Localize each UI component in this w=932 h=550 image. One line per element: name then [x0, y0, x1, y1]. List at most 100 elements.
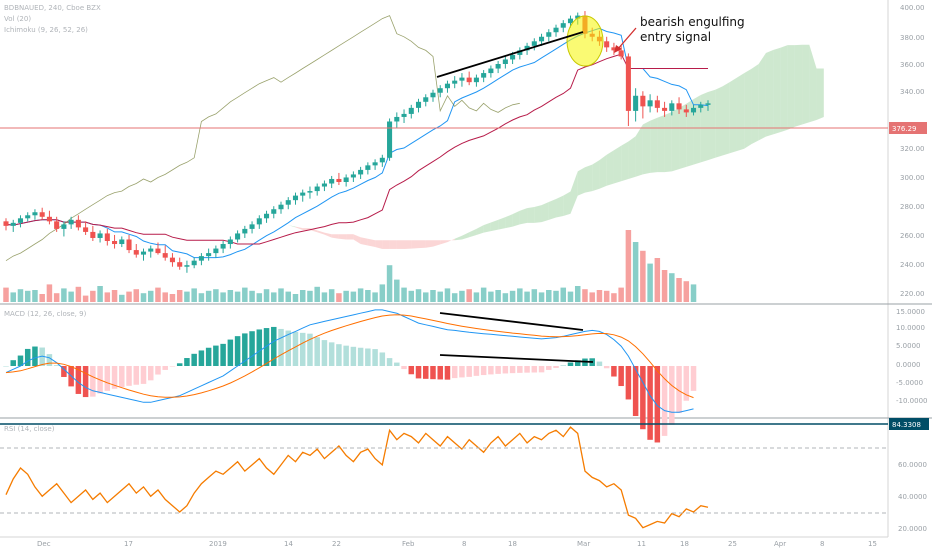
engulfing-arrow	[614, 27, 637, 53]
candle-body	[300, 192, 306, 196]
cloud-segment	[375, 240, 383, 249]
cloud-segment	[317, 230, 325, 235]
candle-body	[415, 101, 422, 108]
macd-tick: 10.0000	[896, 324, 925, 332]
candle-body	[54, 221, 60, 229]
candle-body	[350, 174, 356, 178]
time-tick: Feb	[402, 540, 415, 548]
cloud-segment	[454, 235, 462, 241]
candle-body	[46, 216, 52, 222]
candle-body	[17, 218, 24, 223]
volume-bar	[574, 286, 581, 302]
volume-bar	[480, 287, 487, 302]
volume-bar	[292, 294, 299, 302]
cloud-segment	[331, 234, 339, 239]
volume-bar	[104, 292, 111, 302]
time-tick: 14	[284, 540, 293, 548]
macd-histogram-bar	[632, 366, 639, 416]
volume-bar	[683, 281, 690, 302]
volume-bar	[603, 290, 610, 302]
candle-body	[329, 178, 335, 184]
macd-histogram-bar	[213, 345, 219, 366]
macd-histogram-bar	[401, 366, 407, 370]
volume-bar	[350, 291, 357, 302]
candle-body	[510, 54, 516, 60]
volume-bar	[408, 290, 415, 302]
macd-histogram-bar	[321, 340, 328, 366]
macd-tick: -5.0000	[896, 379, 923, 387]
cloud-segment	[592, 160, 600, 192]
candle-body	[531, 41, 537, 46]
rsi-axis[interactable]: 60.0000 40.0000 20.0000	[898, 461, 927, 533]
price-axis[interactable]: 400.00 380.00 360.00 340.00 320.00 300.0…	[900, 4, 925, 298]
volume-bar	[372, 292, 378, 302]
chikou-line	[5, 15, 520, 262]
candle-body	[206, 253, 212, 257]
cloud-segment	[476, 225, 484, 235]
rsi-line	[5, 426, 709, 529]
ichimoku-cloud	[194, 44, 824, 249]
cloud-segment	[440, 240, 448, 245]
rsi-tick: 40.0000	[898, 493, 927, 501]
volume-bar	[459, 290, 465, 302]
candle-body	[148, 248, 154, 252]
signal-line	[5, 314, 694, 399]
macd-histogram-bar	[640, 366, 646, 430]
candle-body	[314, 186, 320, 192]
volume-bar	[336, 293, 342, 302]
macd-histogram-bar	[596, 361, 603, 366]
macd-histogram-bar	[502, 366, 509, 374]
macd-histogram-bar	[46, 354, 53, 366]
volume-bar	[611, 293, 617, 302]
cloud-segment	[418, 240, 426, 249]
candle-body	[307, 191, 313, 193]
candle-body	[401, 113, 407, 117]
price-divergence-line[interactable]	[436, 31, 584, 78]
candle-body	[604, 41, 610, 48]
volume-bar	[589, 292, 595, 302]
macd-histogram-bar	[480, 366, 487, 376]
cloud-segment	[809, 44, 817, 123]
candle-body	[198, 256, 204, 261]
volume-bar	[625, 230, 632, 302]
macd-histogram-bar	[32, 346, 38, 366]
volume-bar	[119, 294, 125, 302]
volume-bar	[198, 293, 205, 302]
candle-body	[249, 224, 255, 229]
macd-histogram-bar	[10, 360, 16, 366]
macd-histogram-bar	[176, 363, 183, 366]
candle-body	[184, 265, 190, 267]
macd-histogram-bar	[517, 366, 523, 373]
candle-body	[90, 231, 96, 238]
macd-histogram-bar	[162, 366, 168, 370]
annotation-line1: bearish engulfing	[640, 15, 745, 29]
macd-axis[interactable]: 15.0000 10.0000 5.0000 0.0000 -5.0000 -1…	[896, 308, 927, 405]
macd-histogram-bar	[625, 366, 632, 400]
macd-divergence-line[interactable]	[439, 312, 584, 331]
cloud-segment	[324, 232, 332, 238]
cloud-segment	[700, 91, 708, 163]
cloud-segment	[483, 222, 491, 233]
volume-bar	[328, 289, 335, 302]
engulfing-highlight[interactable]	[566, 15, 604, 67]
candle-body	[546, 32, 552, 37]
volume-bar	[126, 291, 132, 302]
cloud-segment	[411, 240, 419, 249]
volume-bar	[68, 291, 74, 302]
volume-bar	[17, 289, 24, 302]
volume-bar	[205, 290, 212, 302]
time-tick: 18	[680, 540, 689, 548]
macd-histogram-bar	[227, 339, 234, 366]
candle-body	[394, 116, 400, 122]
macd-histogram-bar	[473, 366, 480, 376]
macd-tick: 0.0000	[896, 361, 921, 369]
histogram-divergence-line[interactable]	[439, 354, 594, 363]
cloud-segment	[686, 99, 694, 167]
candle-body	[430, 92, 436, 98]
candle-body	[97, 233, 103, 238]
rsi-legend: RSI (14, close)	[4, 425, 55, 433]
time-axis[interactable]: Dec 17 2019 14 22 Feb 8 18 Mar 11 18 25 …	[37, 540, 877, 548]
candle-body	[68, 219, 74, 225]
volume-bar	[24, 290, 31, 302]
